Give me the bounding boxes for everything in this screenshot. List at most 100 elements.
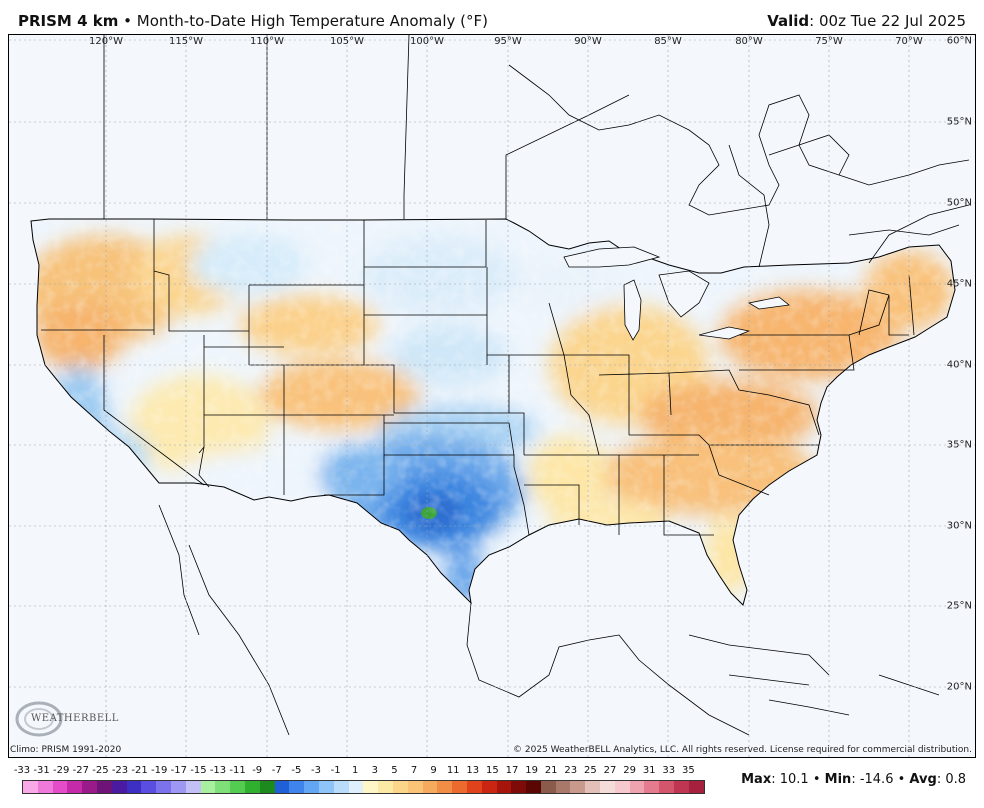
colorbar-swatch: [244, 781, 260, 793]
colorbar-swatch: [185, 781, 201, 793]
colorbar-swatch: [259, 781, 275, 793]
map-title: PRISM 4 km • Month-to-Date High Temperat…: [18, 12, 488, 30]
colorbar-swatch: [555, 781, 571, 793]
colorbar-tick-label: 1: [352, 765, 359, 776]
colorbar-swatch: [407, 781, 423, 793]
colorbar-swatch: [511, 781, 527, 793]
colorbar-tick-label: 7: [410, 765, 418, 776]
colorbar-swatch: [422, 781, 438, 793]
mexico-land: [149, 483, 769, 757]
max-label: Max: [741, 772, 772, 787]
colorbar-tick-label: 11: [446, 765, 460, 776]
colorbar-swatch: [600, 781, 615, 793]
lon-label: 95°W: [494, 36, 522, 47]
copyright-note: © 2025 WeatherBELL Analytics, LLC. All r…: [513, 745, 972, 755]
lon-label: 80°W: [735, 36, 763, 47]
colorbar-tick-label: 17: [505, 765, 519, 776]
valid-label: Valid: [767, 12, 810, 30]
colorbar-tick-label: 29: [623, 765, 636, 776]
colorbar-tick-label: -3: [311, 765, 321, 776]
logo-text: WEATHERBELL: [31, 713, 119, 724]
colorbar-tick-label: -13: [209, 765, 227, 776]
colorbar-tick-label: 33: [662, 765, 676, 776]
colorbar-tick-label: 25: [584, 765, 597, 776]
colorbar-swatch: [659, 781, 675, 793]
map-canvas: [9, 35, 975, 757]
colorbar-swatch: [230, 781, 245, 793]
colorbar-tick-label: 21: [544, 765, 558, 776]
min-label: Min: [824, 772, 852, 787]
colorbar-swatch: [526, 781, 541, 793]
colorbar-swatch: [452, 781, 467, 793]
colorbar-tick-label: 23: [564, 765, 578, 776]
colorbar-swatch: [82, 781, 97, 793]
colorbar-swatch: [37, 781, 53, 793]
colorbar-tick-label: -9: [252, 765, 263, 776]
colorbar-tick-label: 13: [466, 765, 480, 776]
colorbar-swatch: [466, 781, 482, 793]
lat-label: 20°N: [946, 681, 972, 693]
lat-label: 25°N: [946, 600, 972, 612]
colorbar-tick-label: -21: [131, 765, 148, 776]
colorbar-swatch: [570, 781, 586, 793]
lon-label: 85°W: [654, 36, 682, 47]
lat-label: 40°N: [946, 359, 972, 371]
colorbar-tick-label: 15: [486, 765, 499, 776]
colorbar-tick-label: -27: [72, 765, 89, 776]
colorbar-tick-label: -19: [151, 765, 168, 776]
lon-label: 90°W: [574, 36, 602, 47]
colorbar-swatch: [318, 781, 334, 793]
colorbar-swatch: [23, 781, 38, 793]
colorbar-tick-label: 35: [682, 765, 695, 776]
colorbar-tick-label: 5: [391, 765, 398, 776]
lat-label: 45°N: [946, 278, 972, 290]
colorbar-swatch: [215, 781, 231, 793]
avg-label: Avg: [909, 772, 937, 787]
colorbar-swatch: [614, 781, 630, 793]
colorbar-tick-label: -33: [13, 765, 31, 776]
colorbar-swatch: [96, 781, 112, 793]
colorbar-tick-label: -31: [33, 765, 50, 776]
colorbar-swatch: [304, 781, 319, 793]
lat-label: 50°N: [946, 197, 972, 209]
logo-swirl-icon: [15, 701, 63, 737]
field-title: Month-to-Date High Temperature Anomaly (…: [136, 12, 488, 30]
colorbar-tick-label: -25: [92, 765, 109, 776]
colorbar-swatch: [585, 781, 601, 793]
colorbar-tick-label: -7: [271, 765, 282, 776]
colorbar-swatch: [540, 781, 556, 793]
lon-label: 100°W: [410, 36, 444, 47]
colorbar-swatch: [629, 781, 645, 793]
colorbar-swatch: [437, 781, 453, 793]
graticule: [9, 35, 975, 757]
colorbar-tick-label: 19: [525, 765, 538, 776]
lon-label: 75°W: [815, 36, 843, 47]
colorbar-swatch: [496, 781, 512, 793]
anomaly-map[interactable]: 120°W 115°W 110°W 105°W 100°W 95°W 90°W …: [8, 34, 976, 758]
colorbar-swatch: [156, 781, 171, 793]
field-statistics: Max: 10.1 • Min: -14.6 • Avg: 0.8: [741, 772, 966, 787]
lon-label: 120°W: [89, 36, 123, 47]
canada-land: [9, 35, 975, 273]
stats-separator: •: [812, 772, 821, 787]
lat-label: 60°N: [946, 35, 972, 47]
colorbar-swatch: [274, 781, 290, 793]
colorbar-tick-label: -11: [229, 765, 246, 776]
product-name: PRISM 4 km: [18, 12, 119, 30]
min-value: : -14.6: [851, 772, 894, 787]
lon-label: 70°W: [895, 36, 923, 47]
colorbar-tick-label: -15: [190, 765, 207, 776]
lon-label: 110°W: [250, 36, 284, 47]
state-borders: [41, 219, 915, 536]
climo-note: Climo: PRISM 1991-2020: [10, 745, 122, 755]
colorbar-swatch: [674, 781, 689, 793]
lat-label: 55°N: [946, 116, 972, 128]
lat-label: 30°N: [946, 520, 972, 532]
colorbar-labels: -33 -31 -29 -27 -25 -23 -21 -19 -17 -15 -13 -11 -9 -7…: [14, 765, 704, 779]
stats-separator: •: [897, 772, 906, 787]
colorbar-swatch: [392, 781, 408, 793]
colorbar-tick-label: -17: [170, 765, 187, 776]
valid-time: Valid: 00z Tue 22 Jul 2025: [767, 12, 966, 30]
max-value: : 10.1: [771, 772, 809, 787]
colorbar-tick-label: -23: [111, 765, 129, 776]
